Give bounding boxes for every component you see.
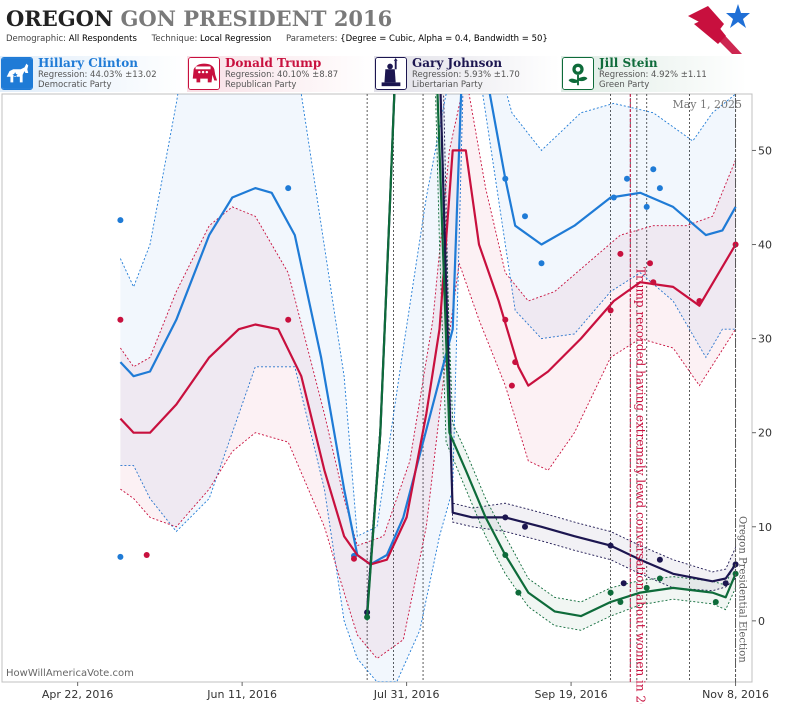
annotation-label: Oregon Presidential Election — [737, 516, 748, 663]
donald-trump-poll-point — [502, 316, 509, 323]
jill-stein-upper-bound — [366, 94, 737, 610]
gary-johnson-poll-point — [656, 556, 663, 563]
x-tick-label: Sep 19, 2016 — [534, 688, 607, 701]
legend-item-johnson[interactable]: Gary Johnson Regression: 5.93% ±1.70 Lib… — [374, 56, 560, 92]
donald-trump-poll-point — [607, 307, 614, 314]
hillary-clinton-poll-point — [656, 185, 663, 192]
donald-trump-poll-point — [650, 279, 657, 286]
legend-item-stein[interactable]: Jill Stein Regression: 4.92% ±1.11 Green… — [561, 56, 747, 92]
donald-trump-poll-point — [143, 552, 150, 558]
donkey-icon — [1, 57, 33, 90]
demographic-label: Demographic: — [6, 34, 67, 44]
hillary-clinton-trend-line — [119, 94, 737, 566]
gary-johnson-poll-point — [607, 542, 614, 549]
parameters-value: {Degree = Cubic, Alpha = 0.4, Bandwidth … — [340, 34, 548, 44]
hillary-clinton-confidence-band — [120, 94, 736, 682]
y-tick-label: 20 — [758, 427, 772, 440]
candidate-regression: Regression: 5.93% ±1.70 — [412, 70, 520, 80]
jill-stein-poll-point — [364, 614, 371, 621]
race-subtitle: GON PRESIDENT 2016 — [120, 6, 393, 31]
parameters-line: Demographic: All Respondents Technique: … — [6, 34, 548, 44]
hillary-clinton-poll-point — [610, 194, 617, 201]
chart-date-label: May 1, 2025 — [672, 98, 742, 111]
jill-stein-poll-point — [732, 570, 739, 577]
donald-trump-poll-point — [117, 316, 124, 323]
technique-label: Technique: — [151, 34, 198, 44]
candidate-party: Libertarian Party — [412, 80, 483, 90]
legend-item-trump[interactable]: Donald Trump Regression: 40.10% ±8.87 Re… — [187, 56, 373, 92]
jill-stein-poll-point — [656, 575, 663, 582]
donald-trump-poll-point — [351, 555, 357, 562]
candidate-name: Gary Johnson — [412, 56, 503, 70]
x-tick-label: Apr 22, 2016 — [42, 688, 114, 701]
hillary-clinton-poll-point — [502, 175, 509, 182]
jill-stein-poll-point — [502, 552, 509, 558]
hillary-clinton-poll-point — [643, 203, 650, 210]
jill-stein-poll-point — [712, 599, 719, 605]
elephant-icon — [188, 57, 220, 90]
hillary-clinton-poll-point — [538, 260, 545, 267]
candidate-name: Donald Trump — [225, 56, 322, 70]
jill-stein-poll-point — [607, 589, 614, 596]
hillary-clinton-poll-point — [624, 175, 630, 182]
y-tick-label: 30 — [758, 333, 772, 346]
legend-item-clinton[interactable]: Hillary Clinton Regression: 44.03% ±13.0… — [0, 56, 186, 92]
x-tick-label: Nov 8, 2016 — [702, 688, 769, 701]
candidate-regression: Regression: 44.03% ±13.02 — [38, 70, 157, 80]
title-bar: OREGON GON PRESIDENT 2016 Demographic: A… — [0, 0, 789, 56]
hillary-clinton-poll-point — [117, 553, 124, 560]
candidate-party: Democratic Party — [38, 80, 112, 90]
donald-trump-poll-point — [617, 250, 624, 257]
donald-trump-trend-line — [119, 149, 737, 566]
y-tick-label: 10 — [758, 521, 772, 534]
candidate-regression: Regression: 40.10% ±8.87 — [225, 70, 339, 80]
donald-trump-poll-point — [647, 260, 653, 267]
gary-johnson-poll-point — [522, 523, 528, 530]
donald-trump-poll-point — [696, 298, 703, 304]
gary-johnson-poll-point — [502, 514, 509, 521]
candidate-regression: Regression: 4.92% ±1.11 — [599, 70, 707, 80]
flower-icon — [562, 57, 594, 90]
hillary-clinton-poll-point — [522, 213, 528, 220]
site-logo-icon — [688, 2, 750, 54]
candidate-party: Green Party — [599, 80, 650, 90]
candidate-name: Hillary Clinton — [38, 56, 138, 70]
candidate-name: Jill Stein — [599, 56, 658, 70]
gary-johnson-poll-point — [620, 580, 627, 587]
hillary-clinton-poll-point — [285, 185, 292, 192]
jill-stein-poll-point — [515, 589, 522, 596]
x-tick-label: Jun 11, 2016 — [206, 688, 277, 701]
site-watermark: HowWillAmericaVote.com — [6, 668, 134, 679]
hillary-clinton-poll-point — [650, 166, 657, 173]
candidate-party: Republican Party — [225, 80, 297, 90]
y-tick-label: 50 — [758, 144, 772, 157]
gary-johnson-upper-bound — [366, 94, 737, 603]
donald-trump-poll-point — [512, 359, 519, 366]
donald-trump-poll-point — [285, 316, 292, 323]
donald-trump-lower-bound — [120, 263, 736, 660]
state-name: OREGON — [6, 6, 114, 31]
x-tick-label: Jul 31, 2016 — [373, 688, 440, 701]
y-tick-label: 0 — [758, 615, 765, 628]
liberty-statue-icon — [375, 57, 407, 90]
hillary-clinton-upper-bound — [119, 94, 736, 537]
gary-johnson-poll-point — [722, 580, 729, 587]
hillary-clinton-poll-point — [117, 217, 124, 224]
y-tick-label: 40 — [758, 239, 772, 252]
donald-trump-confidence-band — [120, 94, 736, 659]
donald-trump-poll-point — [508, 382, 515, 389]
jill-stein-poll-point — [617, 599, 624, 605]
demographic-value: All Respondents — [68, 34, 137, 44]
parameters-label: Parameters: — [285, 34, 338, 44]
annotation-label: Trump recorded having extremely lewd con… — [633, 267, 647, 704]
page-title: OREGON GON PRESIDENT 2016 — [6, 6, 392, 31]
jill-stein-poll-point — [643, 584, 650, 591]
technique-value: Local Regression — [200, 34, 272, 44]
polling-chart: Trump recorded having extremely lewd con… — [1, 93, 772, 704]
